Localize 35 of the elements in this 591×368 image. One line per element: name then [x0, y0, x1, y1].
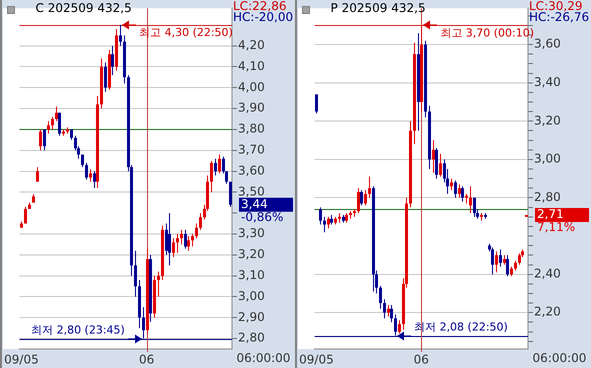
annotation: 최고 3,70 (00:10) [440, 26, 534, 40]
y-tick-label: 2,90 [238, 310, 265, 324]
y-tick-label: 3,80 [238, 122, 265, 136]
y-tick-label: 2,20 [534, 304, 561, 319]
y-tick-label: 3,10 [238, 268, 265, 282]
y-tick-label: 3,60 [238, 163, 265, 178]
y-tick-label: 4,00 [238, 80, 265, 94]
chart-title: P 202509 432,5 [330, 1, 426, 16]
y-tick-label: 3,40 [534, 74, 561, 89]
y-tick-label: 3,00 [534, 152, 561, 166]
x-tick-label: 06 [138, 352, 154, 366]
y-tick-label: 3,70 [238, 142, 265, 156]
text: 06:00:00 [532, 351, 586, 366]
y-tick-label: 3,50 [238, 184, 265, 198]
text: 7,11% [537, 220, 576, 234]
y-tick-label: 2,80 [534, 190, 561, 204]
y-tick-label: 2,40 [534, 266, 561, 280]
y-tick-label: 3,20 [238, 247, 265, 262]
text: -0,86% [241, 210, 284, 224]
y-tick-label: 3,00 [238, 288, 265, 303]
y-tick-label: 3,60 [534, 36, 561, 51]
y-tick-label: 4,20 [238, 38, 265, 52]
x-tick-label: 09/05 [299, 352, 334, 366]
x-tick-label: 06 [414, 352, 429, 366]
y-tick-label: 2,80 [238, 330, 265, 345]
y-tick-label: 3,20 [534, 113, 561, 128]
y-tick-label: 4,10 [238, 58, 265, 73]
chart-title: C 202509 432,5 [36, 1, 132, 16]
y-tick-label: 3,90 [238, 100, 265, 115]
text: 3,44 [241, 196, 268, 211]
text: 2,71 [537, 207, 564, 222]
annotation: 최저 2,80 (23:45) [31, 323, 125, 336]
text: 06:00:00 [236, 351, 290, 366]
y-tick-label: 3,30 [238, 226, 265, 240]
x-tick-label: 09/05 [4, 352, 39, 366]
